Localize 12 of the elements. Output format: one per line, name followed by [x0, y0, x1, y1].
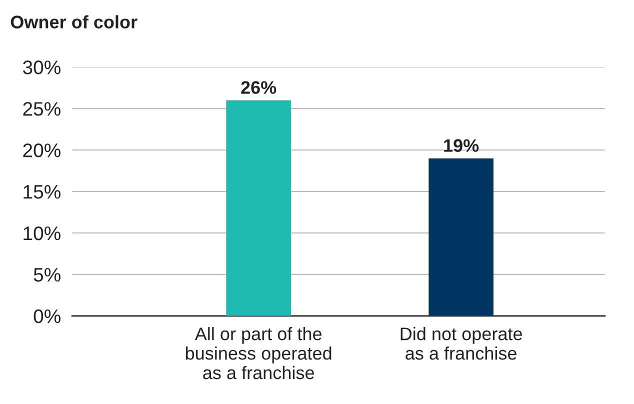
chart-title: Owner of color [10, 15, 138, 28]
y-tick-label: 10% [24, 226, 60, 240]
x-tick-label: All or part of the business operated as a franchise [186, 327, 332, 380]
y-tick-label: 5% [34, 268, 60, 282]
y-tick-label: 30% [22, 60, 60, 74]
y-tick-label: 0% [34, 309, 60, 324]
data-label: 19% [444, 139, 479, 152]
x-tick-label: Did not operate as a franchise [400, 327, 522, 360]
data-label: 26% [241, 81, 276, 94]
y-tick-label: 15% [24, 185, 60, 199]
y-tick-label: 25% [23, 102, 60, 116]
y-tick-label: 20% [23, 143, 60, 158]
